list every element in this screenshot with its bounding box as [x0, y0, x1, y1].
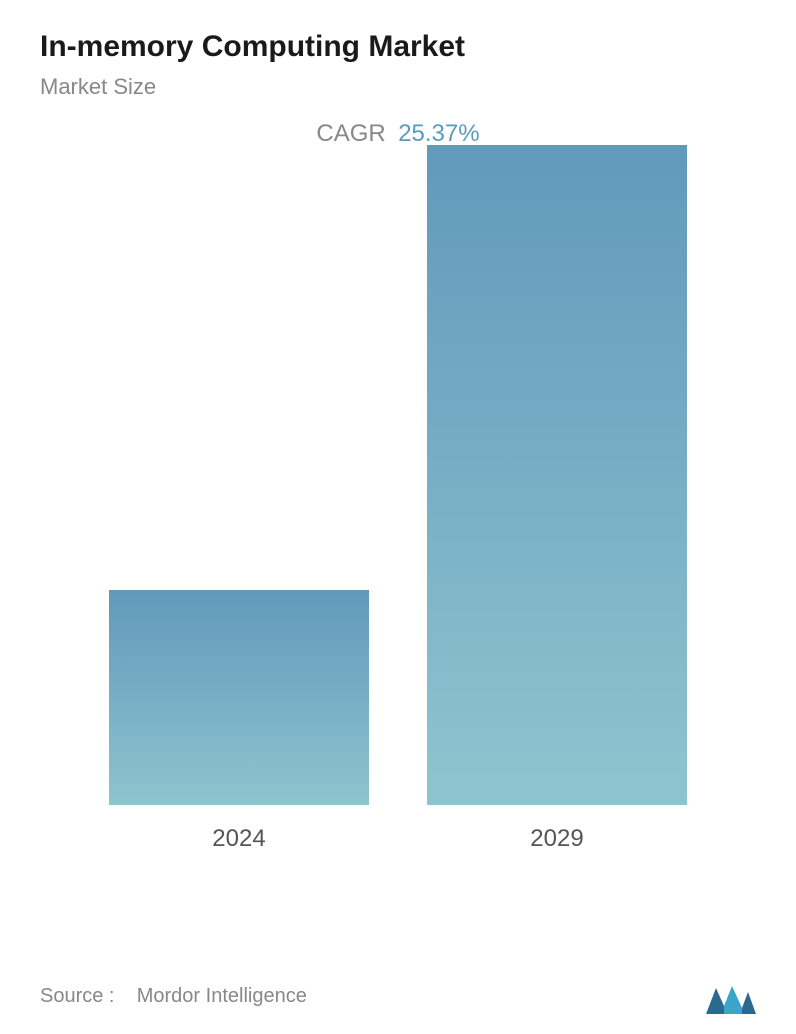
source-name: Mordor Intelligence [137, 985, 307, 1007]
bar-group-1: 2029 [427, 145, 687, 853]
source-prefix: Source : [40, 985, 114, 1007]
bars-container: 2024 2029 [40, 163, 756, 853]
footer: Source : Mordor Intelligence [40, 978, 756, 1014]
cagr-value: 25.37% [398, 120, 479, 147]
cagr-label: CAGR [316, 120, 385, 147]
bar-0 [109, 590, 369, 805]
bar-label-0: 2024 [212, 825, 265, 853]
chart-area: 2024 2029 [40, 163, 756, 903]
bar-group-0: 2024 [109, 590, 369, 853]
mordor-logo-icon [706, 978, 756, 1014]
bar-1 [427, 145, 687, 805]
bar-label-1: 2029 [530, 825, 583, 853]
chart-title: In-memory Computing Market [40, 30, 756, 64]
cagr-row: CAGR 25.37% [40, 120, 756, 148]
source-text: Source : Mordor Intelligence [40, 985, 307, 1008]
chart-subtitle: Market Size [40, 74, 756, 100]
